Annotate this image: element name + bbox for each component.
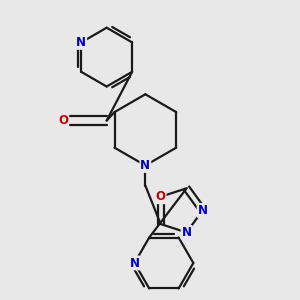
Text: N: N — [182, 226, 192, 239]
Text: N: N — [130, 256, 140, 269]
Text: O: O — [156, 190, 166, 203]
Text: N: N — [140, 159, 150, 172]
Text: N: N — [76, 36, 86, 49]
Text: O: O — [58, 114, 68, 127]
Text: N: N — [198, 204, 208, 217]
